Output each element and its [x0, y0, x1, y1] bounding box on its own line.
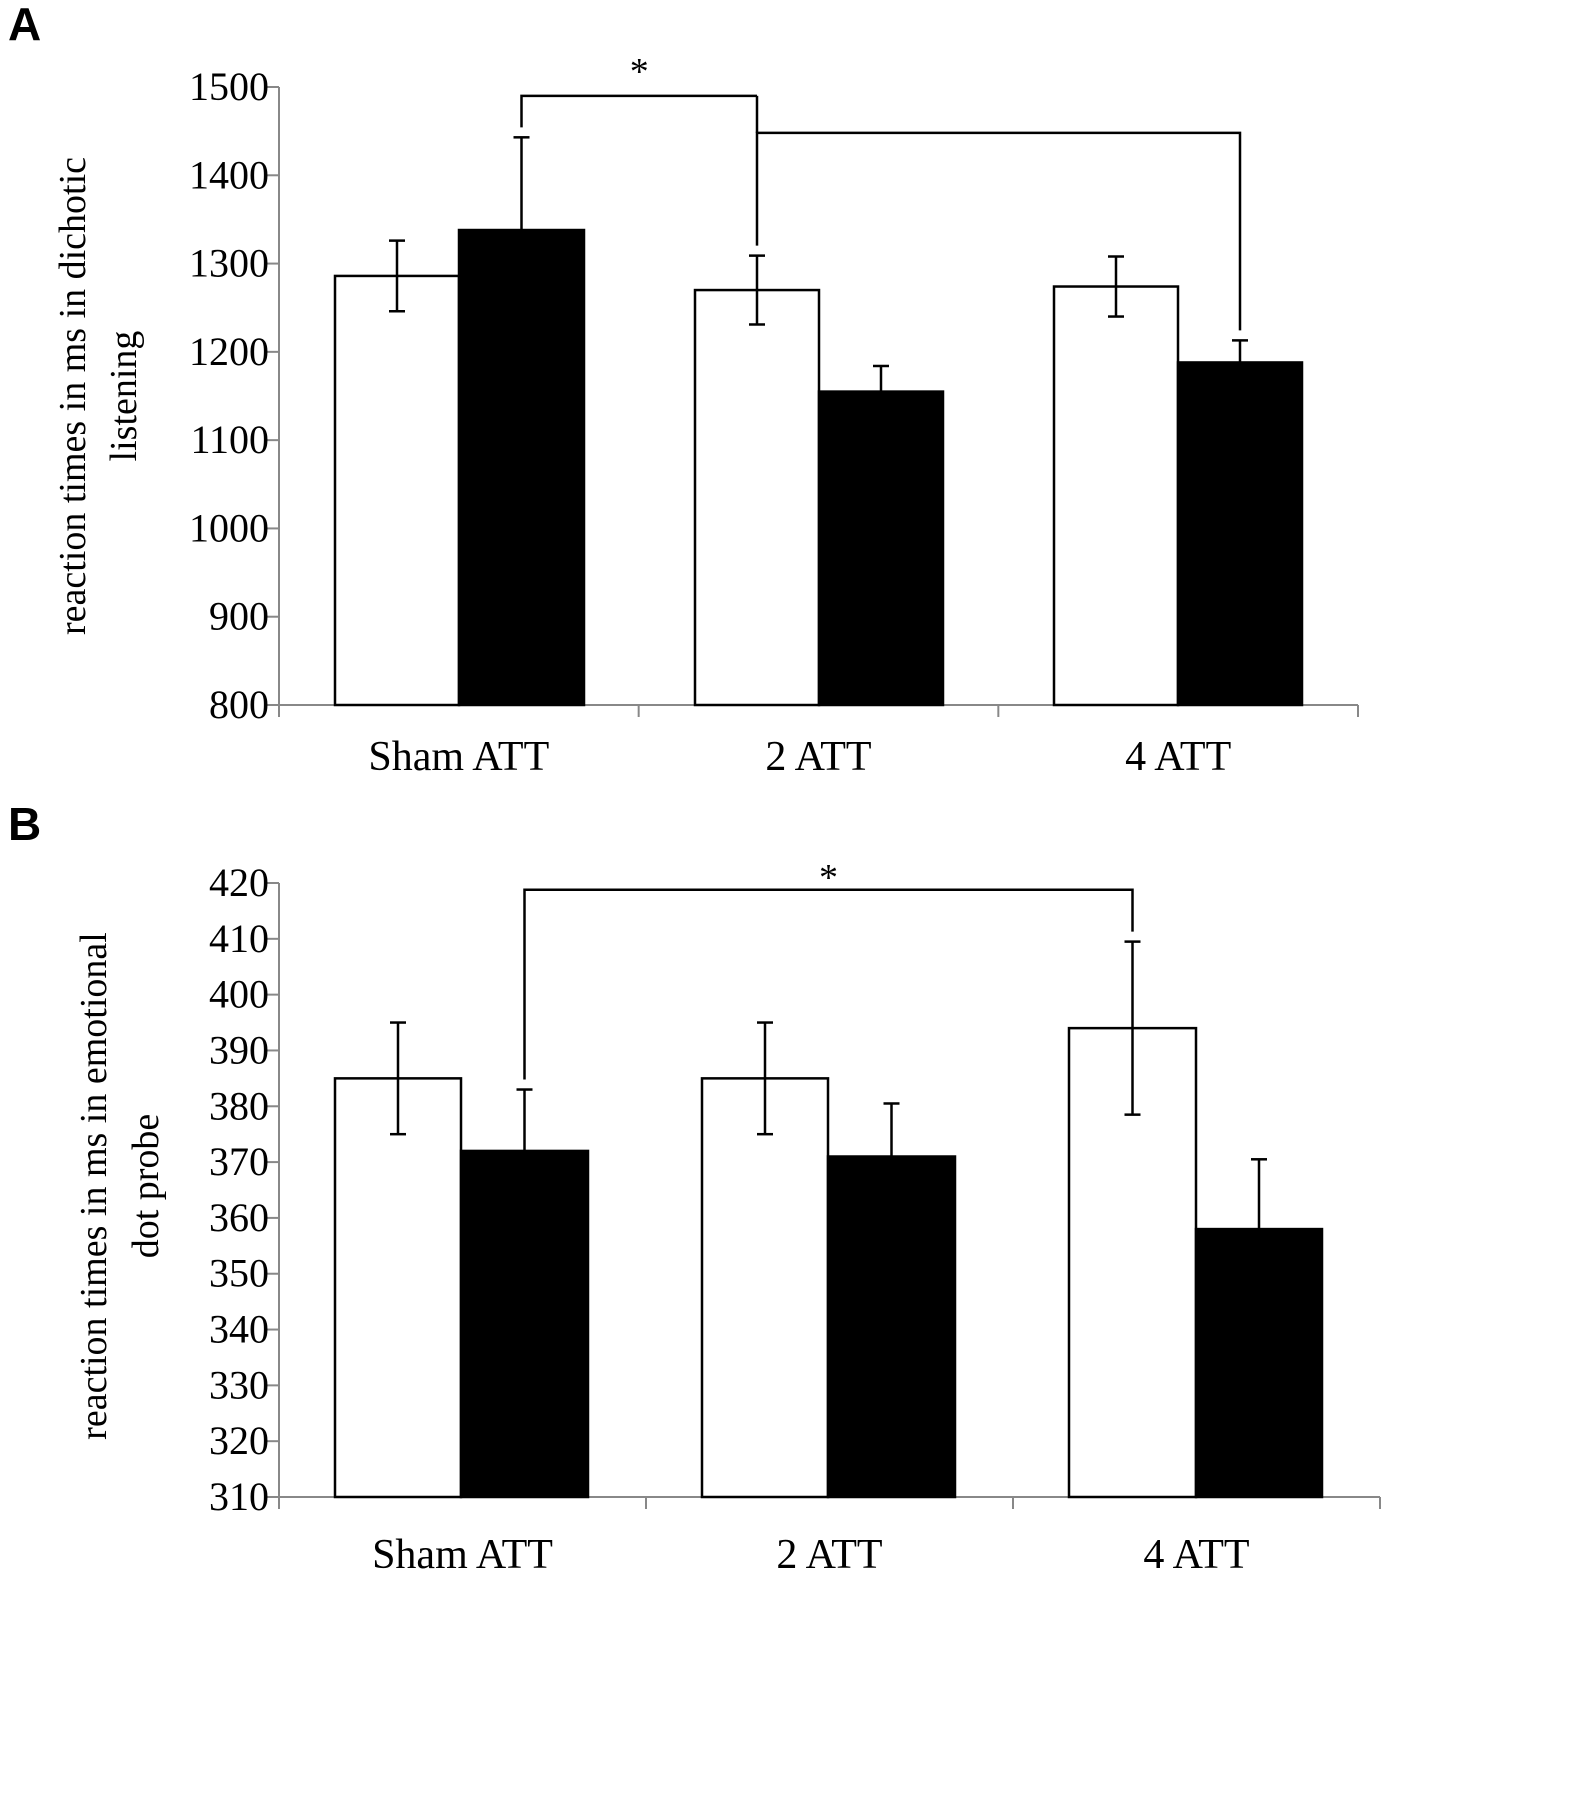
- bar-black: [826, 1155, 957, 1499]
- panel-a: A 800 900 1000 1100 1200 1300 1400 1500 Sham ATT 2…: [8, 0, 1359, 780]
- significance-star: *: [819, 857, 838, 899]
- y-tick-label: 800: [209, 682, 269, 727]
- y-tick-label: 1400: [189, 152, 269, 197]
- bar-black: [817, 390, 945, 707]
- y-tick-label: 1500: [189, 64, 269, 109]
- panel-label: A: [8, 0, 41, 50]
- y-tick-label: 1200: [189, 329, 269, 374]
- y-tick-label: 360: [209, 1195, 269, 1240]
- y-tick-label: 370: [209, 1139, 269, 1184]
- panel-label: B: [8, 798, 41, 850]
- y-axis-title: reaction times in ms in dichotic: [52, 157, 94, 635]
- y-tick-label: 320: [209, 1418, 269, 1463]
- significance-star: *: [630, 51, 649, 93]
- y-axis-title: listening: [103, 331, 145, 462]
- y-tick-label: 330: [209, 1362, 269, 1407]
- y-axis-title: dot probe: [125, 1114, 167, 1259]
- bar-black: [1194, 1227, 1324, 1499]
- significance-bracket: [755, 131, 1242, 331]
- y-tick-label: 310: [209, 1474, 269, 1519]
- category-label: 4 ATT: [1125, 734, 1231, 780]
- y-tick-label: 390: [209, 1027, 269, 1072]
- bar-white: [333, 1077, 463, 1499]
- y-tick-label: 420: [209, 860, 269, 905]
- category-label: 2 ATT: [776, 1532, 882, 1578]
- y-axis-title: reaction times in ms in emotional: [73, 932, 115, 1440]
- panel-b: B 310 320 330 340 350 360 370 380 390 400 410 420 Sha…: [8, 798, 1381, 1578]
- y-tick-label: 400: [209, 972, 269, 1017]
- category-label: Sham ATT: [372, 1532, 553, 1578]
- y-tick-label: 350: [209, 1251, 269, 1296]
- category-label: 2 ATT: [765, 734, 871, 780]
- y-tick-label: 1000: [189, 505, 269, 550]
- y-tick-label: 340: [209, 1307, 269, 1352]
- bar-white: [1052, 285, 1180, 707]
- significance-bracket: [523, 888, 1134, 1080]
- y-tick-label: 1100: [190, 417, 269, 462]
- bar-white: [333, 274, 461, 707]
- y-tick-label: 900: [209, 594, 269, 639]
- y-tick-label: 410: [209, 916, 269, 961]
- bar-white: [693, 288, 821, 707]
- y-tick-label: 1300: [189, 241, 269, 286]
- significance-bracket: [520, 94, 757, 128]
- category-label: 4 ATT: [1143, 1532, 1249, 1578]
- bar-white: [700, 1077, 830, 1499]
- bar-black: [1176, 361, 1304, 707]
- y-tick-label: 380: [209, 1083, 269, 1128]
- category-label: Sham ATT: [368, 734, 549, 780]
